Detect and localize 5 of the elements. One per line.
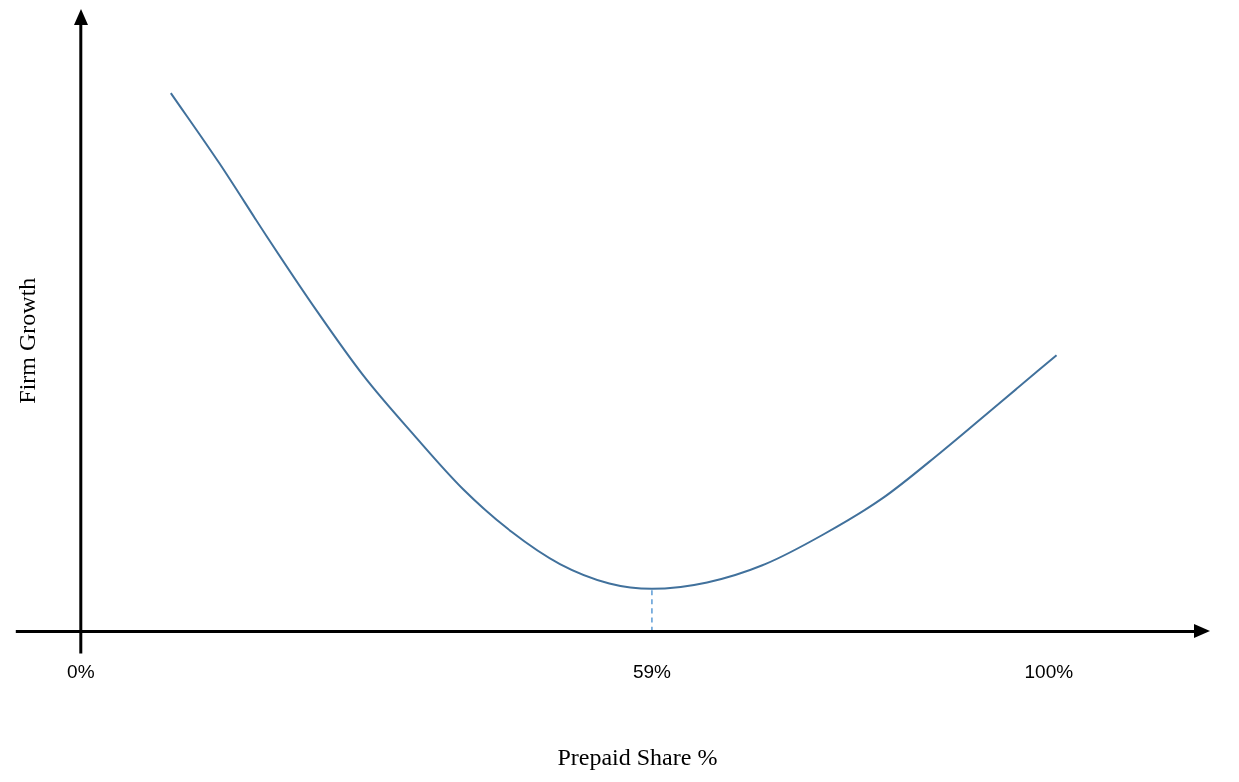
- y-axis-title: Firm Growth: [13, 277, 40, 404]
- x-axis-title: Prepaid Share %: [557, 743, 718, 770]
- x-tick-label: 0%: [67, 661, 95, 683]
- x-tick-label: 59%: [632, 661, 672, 683]
- x-tick-label: 100%: [1024, 661, 1074, 683]
